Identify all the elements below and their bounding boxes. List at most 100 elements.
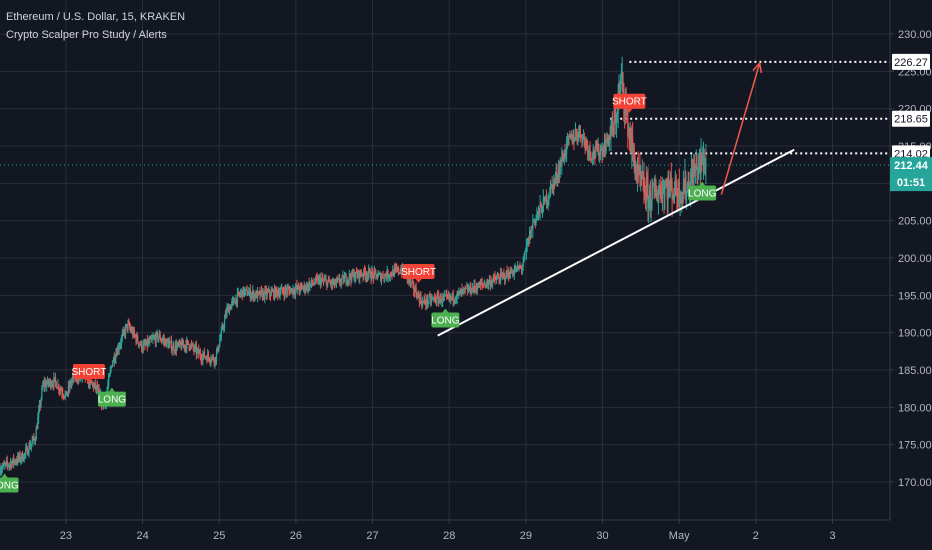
candle-body bbox=[126, 324, 128, 329]
candle-body bbox=[428, 296, 430, 303]
candle-body bbox=[636, 172, 638, 177]
candle-body bbox=[611, 120, 613, 131]
candle-body bbox=[633, 148, 635, 163]
candle-body bbox=[314, 283, 316, 285]
signal-pointer bbox=[108, 387, 115, 392]
candle-body bbox=[178, 341, 181, 345]
candle-body bbox=[675, 177, 677, 193]
candle-body bbox=[304, 284, 306, 291]
candle-body bbox=[190, 344, 192, 349]
candle-body bbox=[355, 271, 358, 274]
candle-body bbox=[552, 184, 554, 190]
candle-body bbox=[232, 299, 234, 302]
candle-body bbox=[642, 175, 644, 177]
candle-body bbox=[536, 215, 538, 217]
candle-body bbox=[445, 294, 447, 296]
candles bbox=[0, 56, 707, 477]
candle-body bbox=[33, 437, 35, 439]
candle-body bbox=[254, 294, 256, 298]
candle-body bbox=[362, 275, 364, 277]
short-signal: SHORT bbox=[72, 363, 106, 383]
candle-body bbox=[312, 283, 314, 285]
candle-body bbox=[664, 187, 666, 198]
candle-body bbox=[454, 299, 457, 302]
candle-body bbox=[168, 343, 170, 348]
candle-body bbox=[508, 276, 511, 278]
candle-body bbox=[471, 292, 473, 294]
candle-body bbox=[566, 137, 569, 140]
candle-body bbox=[277, 292, 280, 296]
candle-body bbox=[111, 366, 113, 368]
candle-body bbox=[179, 341, 181, 345]
candle-body bbox=[118, 347, 120, 351]
current-price-tag bbox=[890, 157, 932, 192]
candle-body bbox=[631, 138, 633, 153]
candle-body bbox=[495, 279, 497, 281]
drawings[interactable] bbox=[437, 61, 795, 337]
candle-body bbox=[430, 298, 433, 302]
candle-body bbox=[236, 298, 238, 304]
candle-body bbox=[252, 291, 254, 294]
candle-body bbox=[20, 458, 22, 461]
candle-body bbox=[91, 380, 93, 384]
candle-body bbox=[11, 462, 13, 467]
candle-body bbox=[266, 291, 268, 296]
time-tick-label: 2 bbox=[753, 530, 759, 542]
candle-body bbox=[197, 349, 199, 351]
candle-body bbox=[335, 283, 337, 285]
current-price-label: 212.44 bbox=[894, 160, 929, 172]
candle-body bbox=[332, 282, 334, 285]
candle-body bbox=[27, 453, 29, 455]
candle-body bbox=[393, 269, 395, 276]
trendline[interactable] bbox=[437, 148, 795, 337]
candle-body bbox=[280, 289, 282, 293]
candle-body bbox=[313, 283, 315, 285]
candle-body bbox=[298, 289, 301, 292]
candle-body bbox=[137, 341, 140, 345]
candle-body bbox=[385, 275, 387, 278]
candle-body bbox=[485, 284, 487, 287]
candle-body bbox=[177, 342, 179, 346]
candle-body bbox=[165, 340, 167, 347]
candle-body bbox=[22, 460, 24, 462]
candle-body bbox=[410, 282, 412, 284]
candle-body bbox=[426, 297, 428, 305]
candle-body bbox=[541, 212, 544, 214]
candle-body bbox=[231, 301, 233, 305]
candle-body bbox=[636, 166, 639, 177]
candle-body bbox=[143, 343, 145, 345]
candle-body bbox=[487, 280, 489, 285]
time-tick-label: 3 bbox=[829, 530, 835, 542]
candle-body bbox=[283, 292, 285, 296]
candle-body bbox=[267, 291, 269, 293]
signal-pointer bbox=[415, 278, 422, 283]
candle-body bbox=[71, 377, 74, 382]
candle-body bbox=[612, 127, 614, 135]
candle-body bbox=[453, 300, 455, 302]
candle-body bbox=[294, 288, 297, 294]
candle-body bbox=[273, 288, 276, 298]
candle-body bbox=[525, 250, 527, 253]
candle-body bbox=[12, 457, 14, 463]
candle-body bbox=[125, 324, 127, 327]
price-tick-label: 230.00 bbox=[898, 29, 932, 41]
candle-body bbox=[207, 354, 210, 358]
candle-body bbox=[479, 282, 481, 288]
time-tick-label: 23 bbox=[60, 530, 72, 542]
candle-body bbox=[618, 90, 620, 97]
candle-body bbox=[632, 148, 635, 150]
candle-body bbox=[661, 187, 664, 202]
candle-body bbox=[164, 340, 166, 342]
candle-body bbox=[535, 216, 537, 223]
candle-body bbox=[166, 339, 169, 342]
candle-body bbox=[14, 460, 16, 463]
candle-body bbox=[160, 339, 162, 341]
candle-body bbox=[548, 196, 550, 198]
projection-arrow[interactable] bbox=[720, 62, 761, 195]
countdown-label: 01:51 bbox=[897, 177, 925, 189]
candle-body bbox=[26, 447, 28, 455]
candle-body bbox=[696, 163, 698, 176]
candle-body bbox=[162, 339, 164, 341]
